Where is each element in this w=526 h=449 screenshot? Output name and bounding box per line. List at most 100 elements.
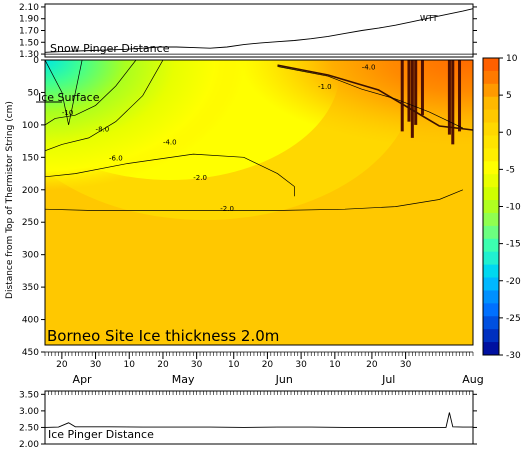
x-day-label: 20 — [157, 360, 169, 370]
warm-streak — [400, 60, 404, 132]
colorbar-cell — [483, 277, 499, 291]
warm-streak — [414, 60, 418, 125]
x-day-label: 30 — [90, 360, 102, 370]
bottom-y-axis: 3.50 3.00 2.50 2.00 — [19, 390, 477, 449]
colorbar-tick-label: 5 — [506, 91, 512, 101]
colorbar-cell — [483, 70, 499, 85]
contour-label: -4.0 — [362, 64, 376, 72]
main-y-axis: 0 50 100 150 200 250 300 350 400 450 — [22, 56, 45, 358]
contour-lines — [45, 60, 464, 211]
main-y-tick-label: 300 — [22, 251, 39, 261]
colorbar-cell — [483, 303, 499, 317]
colorbar-cell — [483, 212, 499, 227]
top-y-tick-label: 1.90 — [19, 15, 39, 25]
bottom-curve-0 — [44, 412, 473, 428]
warm-streak — [447, 60, 451, 135]
colorbar-cell — [483, 200, 499, 214]
snow-pinger-panel: 2.10 1.90 1.701.50 1.30 Snow Pinger Distanc… — [19, 3, 477, 60]
contour-line — [45, 153, 295, 197]
contour-label: -6.0 — [109, 155, 123, 163]
bottom-y-tick-label: 3.00 — [19, 407, 39, 417]
main-y-tick-label: 0 — [33, 56, 39, 66]
main-y-tick-label: 150 — [22, 153, 39, 163]
x-month-label: May — [172, 373, 195, 386]
main-panel-frame — [44, 59, 474, 346]
main-y-tick-label: 200 — [22, 186, 39, 196]
warm-streak — [458, 60, 462, 132]
contour-labels: -10 -8.0 -6.0 -4.0 -2.0 -4.0 -2.0 -1.0 — [62, 64, 376, 213]
x-day-label: 30 — [295, 360, 307, 370]
x-month-label: Apr — [73, 373, 93, 386]
contour-label: -1.0 — [318, 83, 332, 91]
x-day-label: 20 — [366, 360, 378, 370]
contour-label: -8.0 — [96, 125, 110, 133]
top-curves — [44, 8, 474, 55]
colorbar-tick-label: -15 — [506, 240, 521, 250]
x-day-label: 30 — [191, 360, 203, 370]
bottom-panel-frame — [44, 390, 474, 445]
x-month-label: Jun — [275, 373, 293, 386]
bottom-curves — [44, 412, 473, 428]
colorbar-cell — [483, 342, 499, 356]
chart-title: Borneo Site Ice thickness 2.0m — [47, 327, 279, 345]
colorbar-ticks: 10 5 0 -5 -10 -15 -20 -25 -30 — [499, 54, 521, 361]
main-y-tick-label: 250 — [22, 218, 39, 228]
heatmap-warm-region — [240, 60, 473, 170]
bottom-y-tick-label: 2.00 — [19, 440, 39, 449]
colorbar-cell — [483, 329, 499, 343]
x-day-label: 10 — [228, 360, 240, 370]
contour-line — [45, 60, 103, 125]
main-y-tick-label: 400 — [22, 316, 39, 326]
warm-streaks — [277, 60, 473, 145]
x-day-label: 10 — [329, 360, 341, 370]
colorbar-cell — [483, 264, 499, 279]
ice-pinger-panel: 3.50 3.00 2.50 2.00 Ice Pinger Distance — [19, 390, 477, 449]
melt-front — [277, 64, 473, 131]
top-y-axis: 2.10 1.90 1.701.50 1.30 — [19, 3, 477, 60]
colorbar-cell — [483, 290, 499, 304]
warm-streak — [410, 60, 414, 138]
main-y-tick-label: 100 — [22, 121, 39, 131]
contour-label: -10 — [62, 109, 73, 117]
x-month-label: Aug — [462, 373, 483, 386]
main-y-tick-label: 50 — [28, 88, 40, 98]
colorbar-cell — [483, 187, 499, 201]
colorbar-tick-label: 0 — [506, 128, 512, 138]
contour-line — [45, 189, 464, 211]
top-y-tick-label: 1.70 — [19, 27, 39, 37]
contour-label: -2.0 — [193, 174, 207, 182]
colorbar-cells — [483, 58, 499, 356]
snow-pinger-label: Snow Pinger Distance — [50, 42, 170, 55]
temperature-heatmap-panel: -10 -8.0 -6.0 -4.0 -2.0 -4.0 -2.0 -1.0 0 50 100 15… — [5, 56, 484, 395]
top-y-tick-label: 1.30 — [19, 50, 39, 60]
colorbar-cell — [483, 161, 499, 175]
colorbar-cell — [483, 96, 499, 111]
contour-label: -2.0 — [220, 205, 234, 213]
main-y-axis-title: Distance from Top of Thermistor String (… — [5, 101, 15, 299]
top-y-tick-label: 1.50 — [19, 38, 39, 48]
contour-label: -4.0 — [163, 138, 177, 146]
contour-line — [45, 60, 137, 126]
colorbar-cell — [483, 83, 499, 98]
contour-line — [45, 60, 164, 152]
colorbar-cell — [483, 174, 499, 188]
x-day-label: 20 — [262, 360, 274, 370]
colorbar-tick-label: -5 — [506, 165, 515, 175]
warm-streak — [451, 60, 455, 145]
wtt-label: WTT — [420, 14, 438, 23]
warm-streak — [420, 60, 424, 116]
warm-streak — [407, 60, 411, 122]
ice-surface-label: Ice Surface — [38, 91, 100, 104]
main-y-tick-label: 350 — [22, 283, 39, 293]
colorbar-cell — [483, 148, 499, 162]
colorbar-cell — [483, 251, 499, 266]
colorbar-tick-label: -10 — [506, 203, 521, 213]
colorbar-cell — [483, 58, 499, 72]
bottom-y-tick-label: 3.50 — [19, 390, 39, 400]
colorbar-tick-label: -20 — [506, 277, 521, 287]
ice-pinger-label: Ice Pinger Distance — [48, 428, 154, 441]
main-y-tick-label: 450 — [22, 348, 39, 358]
colorbar-cell — [483, 238, 499, 253]
x-day-label: 10 — [124, 360, 136, 370]
